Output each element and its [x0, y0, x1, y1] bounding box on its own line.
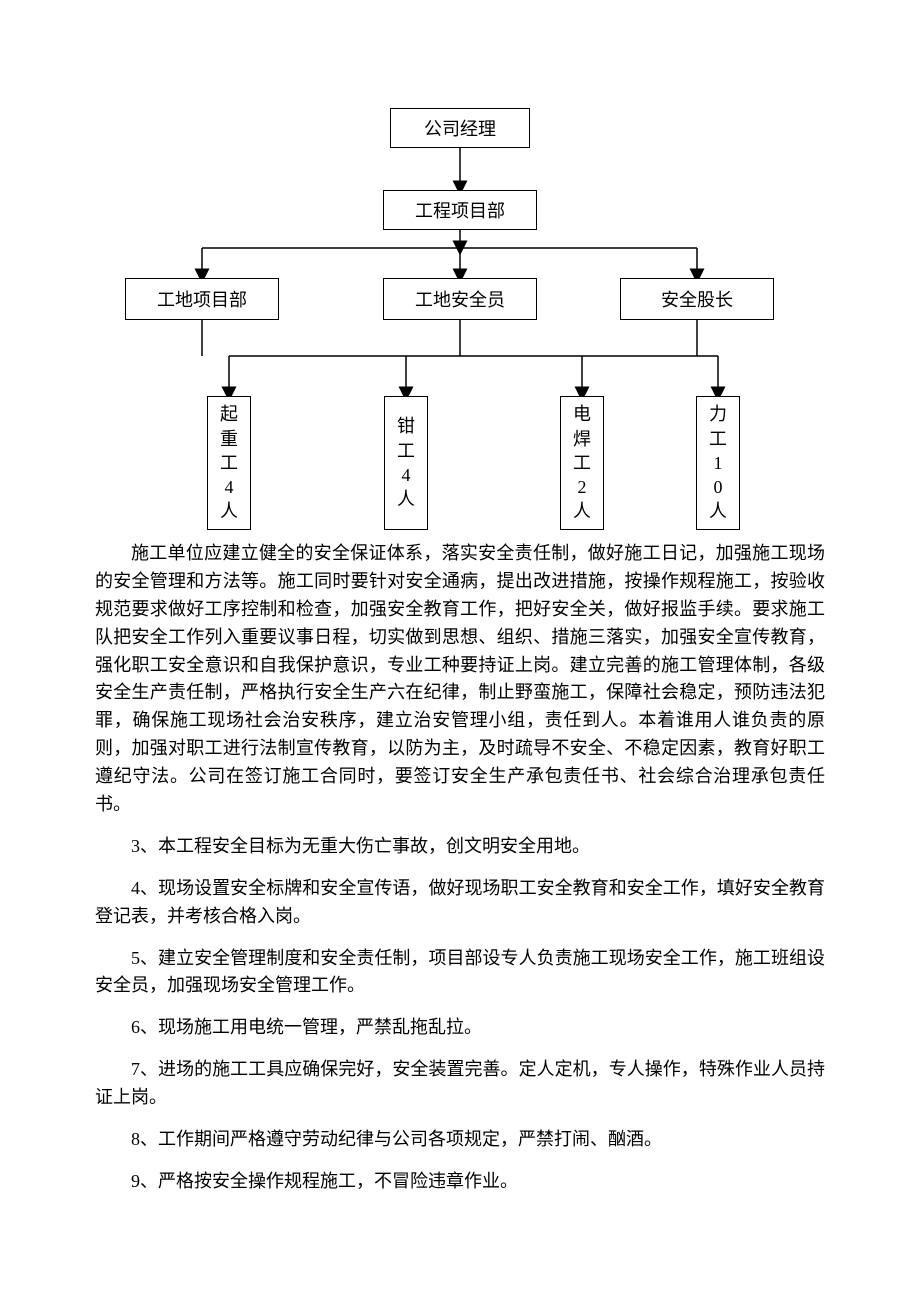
- paragraph-7: 8、工作期间严格遵守劳动纪律与公司各项规定，严禁打闹、酗酒。: [95, 1126, 825, 1154]
- node-project-dept: 工程项目部: [383, 190, 537, 230]
- node-company-manager: 公司经理: [390, 108, 530, 148]
- paragraph-3: 4、现场设置安全标牌和安全宣传语，做好现场职工安全教育和安全工作，填好安全教育登…: [95, 875, 825, 931]
- node-worker-1: 钳工4人: [384, 396, 428, 530]
- org-diagram: 公司经理工程项目部工地项目部 工地安全员 安全股长起重工4人 钳工4人 电焊工2人 力工1…: [0, 0, 920, 540]
- paragraph-8: 9、严格按安全操作规程施工，不冒险违章作业。: [95, 1168, 825, 1196]
- node-level3-1: 工地安全员: [383, 278, 537, 320]
- paragraph-2: 3、本工程安全目标为无重大伤亡事故，创文明安全用地。: [95, 833, 825, 861]
- node-worker-2: 电焊工2人: [560, 396, 604, 530]
- document-body: 施工单位应建立健全的安全保证体系，落实安全责任制，做好施工日记，加强施工现场的安…: [0, 540, 920, 1196]
- node-level3-2: 安全股长: [620, 278, 774, 320]
- diagram-connectors: [0, 0, 920, 540]
- paragraph-1: 施工单位应建立健全的安全保证体系，落实安全责任制，做好施工日记，加强施工现场的安…: [95, 540, 825, 819]
- node-worker-3: 力工10人: [696, 396, 740, 530]
- paragraph-5: 6、现场施工用电统一管理，严禁乱拖乱拉。: [95, 1014, 825, 1042]
- paragraph-4: 5、建立安全管理制度和安全责任制，项目部设专人负责施工现场安全工作，施工班组设安…: [95, 945, 825, 1001]
- node-worker-0: 起重工4人: [207, 396, 251, 530]
- paragraph-6: 7、进场的施工工具应确保完好，安全装置完善。定人定机，专人操作，特殊作业人员持证…: [95, 1056, 825, 1112]
- node-level3-0: 工地项目部: [125, 278, 279, 320]
